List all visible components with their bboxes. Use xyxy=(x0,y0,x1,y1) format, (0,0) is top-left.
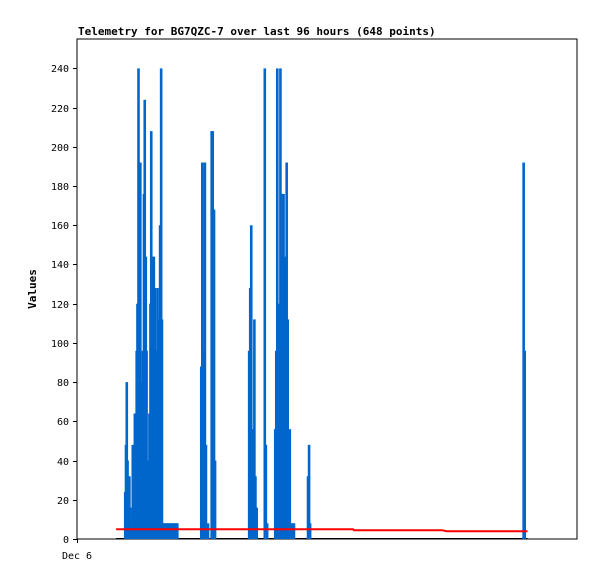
bar xyxy=(160,319,164,539)
bar xyxy=(255,507,259,539)
bar xyxy=(145,350,148,539)
bar xyxy=(146,460,149,539)
bar xyxy=(203,162,207,539)
bar xyxy=(249,225,253,539)
bar xyxy=(253,319,256,539)
bar xyxy=(211,131,215,539)
bar xyxy=(292,523,296,539)
bar xyxy=(212,209,216,539)
bar xyxy=(159,68,163,539)
bar xyxy=(176,523,179,539)
y-tick-label: 180 xyxy=(51,182,69,193)
bar xyxy=(288,429,292,539)
y-tick-label: 120 xyxy=(51,300,69,311)
x-axis: Dec 6 xyxy=(62,539,92,562)
y-tick-label: 160 xyxy=(51,221,69,232)
y-tick-label: 40 xyxy=(57,457,69,468)
bar xyxy=(139,162,142,539)
y-axis-label: Values xyxy=(26,269,39,309)
bar xyxy=(126,460,129,539)
y-tick-label: 0 xyxy=(63,535,69,546)
bar xyxy=(264,444,268,539)
y-tick-label: 20 xyxy=(57,496,69,507)
bar xyxy=(263,68,267,539)
bar xyxy=(254,476,257,539)
y-tick-label: 80 xyxy=(57,378,69,389)
bar xyxy=(201,162,204,539)
y-tick-label: 140 xyxy=(51,260,69,271)
line-series xyxy=(116,528,528,533)
bar xyxy=(307,444,311,539)
y-tick-label: 200 xyxy=(51,143,69,154)
bar xyxy=(280,193,283,539)
y-axis: 0 20 40 60 80 100 120 140 160 180 200 220 240 xyxy=(51,64,77,546)
bar-series xyxy=(123,68,526,540)
bar xyxy=(523,350,526,539)
line-path xyxy=(116,528,528,533)
bar xyxy=(286,319,290,539)
bar xyxy=(206,523,210,539)
bar xyxy=(204,444,208,539)
y-tick-label: 60 xyxy=(57,417,69,428)
bar xyxy=(308,523,312,539)
y-tick-label: 100 xyxy=(51,339,69,350)
bar xyxy=(265,523,269,539)
y-tick-label: 240 xyxy=(51,64,69,75)
x-tick-label: Dec 6 xyxy=(62,551,92,562)
y-tick-label: 220 xyxy=(51,104,69,115)
bar xyxy=(213,460,217,539)
bar xyxy=(128,507,132,539)
chart-title: Telemetry for BG7QZC-7 over last 96 hour… xyxy=(78,25,436,38)
